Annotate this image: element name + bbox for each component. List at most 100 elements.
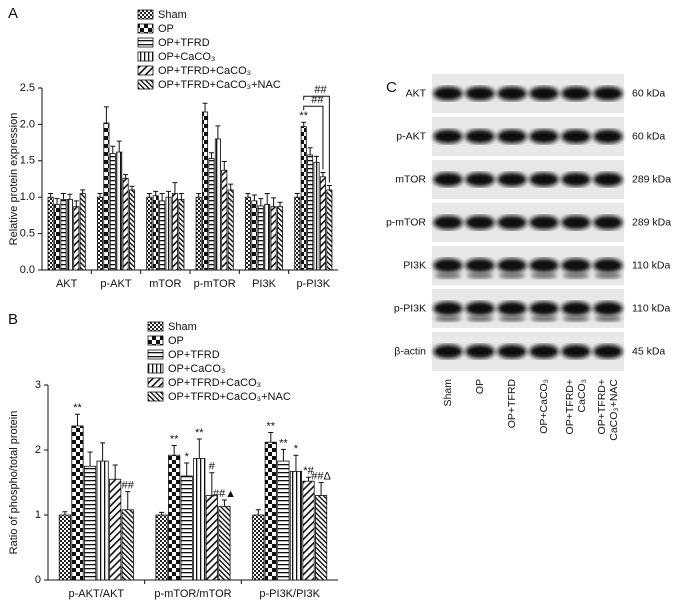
y-axis-label: Ratio of phospho/total protein <box>8 411 20 555</box>
lane-label: CaCO₃ <box>576 379 588 412</box>
legend-label: OP+CaCO₃ <box>158 51 215 63</box>
blot-band <box>593 258 623 273</box>
blot-band <box>497 86 527 101</box>
error-bar <box>202 102 208 113</box>
bar <box>307 154 314 271</box>
blot-row-label: p-AKT <box>396 130 426 142</box>
x-tick-label: p-PI3K/PI3K <box>259 588 320 600</box>
bar <box>178 198 185 271</box>
bar <box>96 460 109 581</box>
error-bar <box>146 193 152 198</box>
blot-size-label: 60 kDa <box>632 87 665 99</box>
blot-band <box>465 172 495 187</box>
error-bar <box>60 193 66 200</box>
bar <box>83 465 97 581</box>
error-bar <box>307 147 313 155</box>
blot-size-label: 45 kDa <box>632 345 665 357</box>
significance-bracket <box>303 105 324 170</box>
blot-band <box>593 215 623 230</box>
error-bar <box>62 511 68 515</box>
error-bar <box>110 145 116 154</box>
legend-swatch <box>137 9 154 20</box>
bar <box>165 196 172 271</box>
blot-background <box>432 203 624 242</box>
bar <box>116 151 123 271</box>
y-tick-label: 2 <box>35 444 41 456</box>
blot-background <box>432 332 624 371</box>
bar <box>294 196 301 271</box>
legend-label: OP+TFRD+CaCO₃ <box>158 65 251 77</box>
blot-background <box>432 246 624 285</box>
blot-band <box>465 129 495 144</box>
blot-band <box>433 215 463 230</box>
blot-band <box>498 272 526 279</box>
significance-bracket <box>303 95 330 183</box>
blot-band <box>497 129 527 144</box>
error-bar <box>258 198 264 206</box>
blot-size-label: 289 kDa <box>632 173 671 185</box>
error-bar <box>277 201 283 207</box>
bar <box>313 161 320 271</box>
blot-background <box>432 117 624 156</box>
bar <box>302 480 315 581</box>
lane-label: Sham <box>442 379 454 407</box>
blot-band <box>561 344 591 359</box>
error-bar <box>153 190 159 196</box>
y-tick-label: 3 <box>35 379 41 391</box>
bar <box>146 196 153 271</box>
legend-swatch <box>137 65 154 76</box>
blot-band <box>594 315 622 322</box>
bar <box>319 176 326 271</box>
bar <box>227 189 234 271</box>
blot-size-label: 60 kDa <box>632 130 665 142</box>
blot-background <box>432 160 624 199</box>
error-bar <box>255 509 261 515</box>
blot-band <box>562 272 590 279</box>
blot-band <box>561 215 591 230</box>
bar <box>214 138 221 271</box>
blot-band <box>466 272 494 279</box>
blot-band <box>529 258 559 273</box>
error-bar <box>301 121 307 127</box>
x-tick-label: p-AKT/AKT <box>69 588 125 600</box>
legend-swatch <box>137 37 154 48</box>
error-bar <box>184 462 190 476</box>
lane-label: OP+TFRD+ <box>596 379 608 434</box>
error-bar <box>73 200 79 207</box>
x-tick-label: PI3K <box>252 278 277 290</box>
legend-label: OP+TFRD+CaCO₃+NAC <box>168 391 291 403</box>
error-bar <box>268 431 274 443</box>
bar <box>121 509 134 581</box>
x-tick-label: p-AKT <box>100 278 131 290</box>
annotation: ** <box>195 427 204 439</box>
bar <box>314 495 328 581</box>
panel-label: C <box>386 79 397 96</box>
blot-band <box>529 215 559 230</box>
error-bar <box>221 499 227 507</box>
blot-band <box>530 315 558 322</box>
bar <box>109 153 116 271</box>
blot-band <box>465 86 495 101</box>
error-bar <box>221 161 227 171</box>
blot-band <box>434 315 462 322</box>
blot-band <box>465 301 495 316</box>
annotation: ## <box>122 480 135 492</box>
bar <box>264 204 271 271</box>
bar <box>270 206 277 271</box>
x-tick-label: p-mTOR/mTOR <box>154 588 231 600</box>
error-bar <box>54 198 60 205</box>
x-tick-label: mTOR <box>149 278 181 290</box>
blot-band <box>561 258 591 273</box>
bar <box>277 206 284 271</box>
annotation: * <box>294 443 299 455</box>
annotation: # <box>209 461 216 473</box>
blot-band <box>497 172 527 187</box>
annotation: ** <box>279 437 288 449</box>
blot-size-label: 110 kDa <box>632 302 670 314</box>
annotation: ** <box>73 402 82 414</box>
error-bar <box>280 448 286 462</box>
error-bar <box>264 193 270 205</box>
legend-label: OP+TFRD+CaCO₃+NAC <box>158 79 281 91</box>
error-bar <box>123 174 129 179</box>
error-bar <box>100 442 106 462</box>
